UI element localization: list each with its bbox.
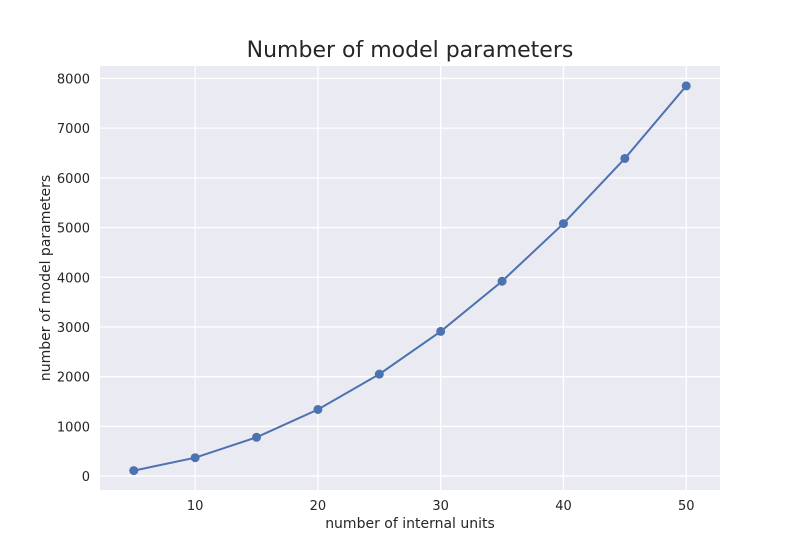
y-tick-label: 6000: [57, 172, 90, 187]
y-tick-label: 3000: [57, 321, 90, 336]
series-line: [133, 85, 688, 472]
x-tick-label: 10: [187, 499, 204, 514]
data-point: [681, 81, 691, 91]
grid: [100, 66, 720, 490]
y-tick-labels: 0 1000 2000 3000 4000 5000 6000 7000 8000: [57, 72, 90, 485]
y-tick-label: 5000: [57, 222, 90, 237]
y-tick-label: 4000: [57, 271, 90, 286]
x-tick-label: 50: [678, 499, 695, 514]
x-tick-label: 30: [432, 499, 449, 514]
y-tick-label: 7000: [57, 122, 90, 137]
x-tick-label: 20: [310, 499, 327, 514]
x-axis-label: number of internal units: [325, 516, 495, 532]
y-axis-label: number of model parameters: [38, 175, 54, 381]
y-tick-label: 2000: [57, 371, 90, 386]
data-point: [497, 276, 507, 286]
y-tick-label: 0: [82, 470, 90, 485]
x-tick-label: 40: [555, 499, 572, 514]
data-point: [313, 404, 323, 414]
data-point: [252, 432, 262, 442]
data-point: [558, 219, 568, 229]
series-points: [129, 81, 691, 476]
data-point: [190, 453, 200, 463]
data-point: [129, 466, 139, 476]
chart-title: Number of model parameters: [247, 38, 574, 63]
y-tick-label: 8000: [57, 72, 90, 87]
data-point: [620, 153, 630, 163]
data-point: [436, 326, 446, 336]
x-tick-labels: 10 20 30 40 50: [187, 499, 695, 514]
plot-background: [100, 66, 720, 490]
y-tick-label: 1000: [57, 420, 90, 435]
data-point: [374, 369, 384, 379]
